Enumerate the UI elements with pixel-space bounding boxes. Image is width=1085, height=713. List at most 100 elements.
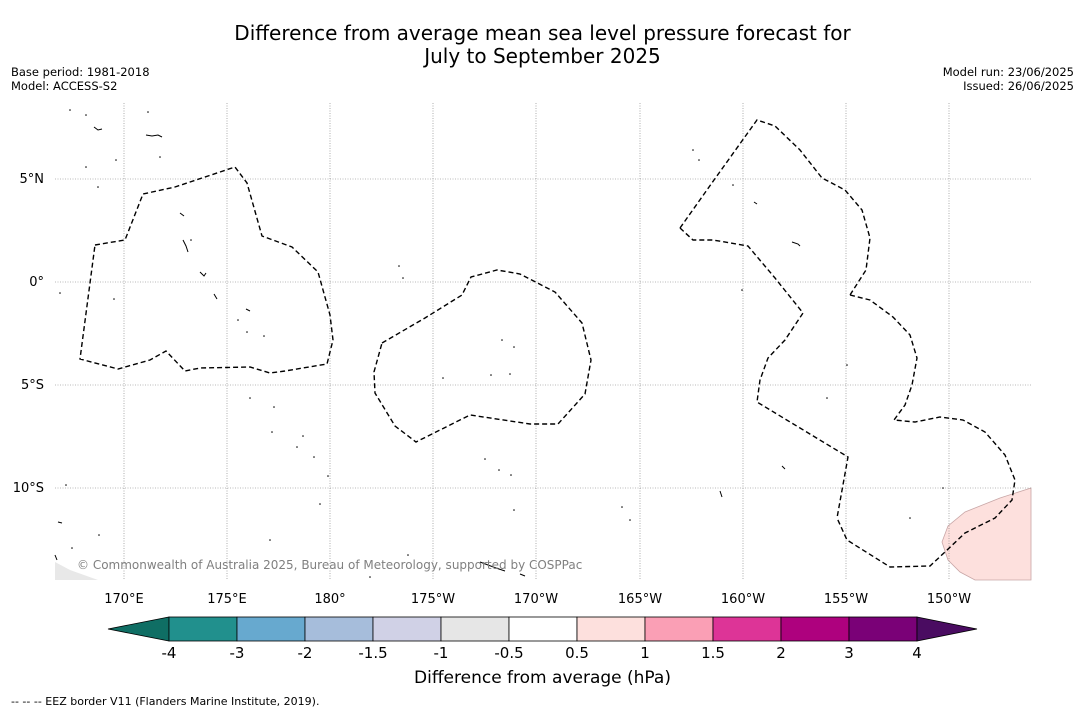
issued-label: Issued: 26/06/2025 [963, 79, 1074, 93]
lon-label-175w: 175°W [411, 592, 455, 607]
island [199, 271, 207, 277]
colorbar-bin [644, 616, 714, 642]
metadata-left: Base period: 1981-2018 Model: ACCESS-S2 [11, 65, 150, 93]
colorbar-title: Difference from average (hPa) [414, 668, 671, 688]
island [479, 561, 506, 572]
anomaly-region [941, 487, 1032, 581]
island [509, 373, 511, 375]
colorbar-bin [848, 616, 918, 642]
island [698, 159, 700, 161]
lat-label-5s: 5°S [21, 378, 44, 393]
island [159, 156, 161, 158]
colorbar-tick: 1.5 [701, 644, 725, 662]
colorbar-tick: 3 [844, 644, 854, 662]
island [781, 465, 786, 470]
island [513, 346, 515, 348]
lon-label-170e: 170°E [104, 592, 144, 607]
island [942, 487, 944, 489]
colorbar-bin [780, 616, 850, 642]
island [246, 331, 248, 333]
lon-label-170w: 170°W [514, 592, 558, 607]
island [65, 484, 67, 486]
eez-tuvalu-tokelau [373, 269, 592, 443]
island [97, 186, 99, 188]
island [498, 469, 500, 471]
colorbar-bin [236, 616, 306, 642]
colorbar: -4 -3 -2 -1.5 -1 -0.5 0.5 1 1.5 2 3 4 [107, 616, 978, 662]
colorbar-bin [304, 616, 374, 642]
island [732, 184, 734, 186]
island [398, 265, 400, 267]
eez-line-islands [679, 119, 871, 296]
island [484, 458, 486, 460]
island [57, 521, 63, 524]
eez-line-islands-inner [679, 227, 849, 519]
colorbar-tick: 1 [640, 644, 650, 662]
island [59, 292, 61, 294]
model-run-label: Model run: 23/06/2025 [942, 65, 1074, 79]
land-patch [55, 562, 98, 580]
island [113, 298, 115, 300]
island [179, 212, 185, 217]
chart-title: Difference from average mean sea level p… [0, 22, 1085, 68]
island [263, 335, 265, 337]
colorbar-tick: -3 [230, 644, 245, 662]
island [190, 239, 192, 241]
island [93, 126, 103, 131]
island [692, 149, 694, 151]
island [85, 166, 87, 168]
island [490, 374, 492, 376]
island [319, 503, 321, 505]
colorbar-tick: 4 [912, 644, 922, 662]
island [71, 547, 73, 549]
copyright-credit: © Commonwealth of Australia 2025, Bureau… [77, 558, 583, 572]
lat-label-5n: 5°N [20, 172, 45, 187]
lat-label-0: 0° [29, 275, 44, 290]
eez-borders [79, 119, 1016, 568]
island [302, 435, 304, 437]
lon-label-175e: 175°E [207, 592, 247, 607]
colorbar-tick: -0.5 [494, 644, 523, 662]
island [369, 576, 371, 578]
island-dots [59, 109, 944, 578]
island [327, 475, 329, 477]
title-line-1: Difference from average mean sea level p… [234, 21, 851, 45]
lat-labels: 5°N 0° 5°S 10°S [13, 172, 44, 496]
lon-label-155w: 155°W [824, 592, 868, 607]
island [846, 364, 848, 366]
lat-label-10s: 10°S [13, 481, 44, 496]
island [442, 377, 444, 379]
island [629, 519, 631, 521]
island [271, 431, 273, 433]
island [909, 517, 911, 519]
island [753, 201, 758, 205]
island [54, 554, 58, 561]
colorbar-bin [440, 616, 510, 642]
island [510, 474, 512, 476]
island [213, 293, 218, 300]
gridlines [55, 103, 1031, 580]
lon-labels: 170°E 175°E 180° 175°W 170°W 165°W 160°W… [104, 592, 971, 607]
colorbar-bin [508, 616, 578, 642]
island [147, 111, 149, 113]
island [273, 406, 275, 408]
lon-label-165w: 165°W [618, 592, 662, 607]
colorbar-tick: 0.5 [565, 644, 589, 662]
island [98, 534, 100, 536]
colorbar-tick: -4 [162, 644, 177, 662]
island [519, 573, 526, 577]
title-line-2: July to September 2025 [424, 44, 661, 68]
island [407, 554, 409, 556]
island [245, 308, 251, 312]
colorbar-bin [712, 616, 782, 642]
island [269, 539, 271, 541]
island [826, 397, 828, 399]
island [85, 114, 87, 116]
colorbar-bin [372, 616, 442, 642]
colorbar-tick: -1 [434, 644, 449, 662]
metadata-right: Model run: 23/06/2025 Issued: 26/06/2025 [943, 65, 1074, 93]
lon-label-150w: 150°W [927, 592, 971, 607]
colorbar-tick: 2 [776, 644, 786, 662]
lon-label-180: 180° [314, 592, 345, 607]
